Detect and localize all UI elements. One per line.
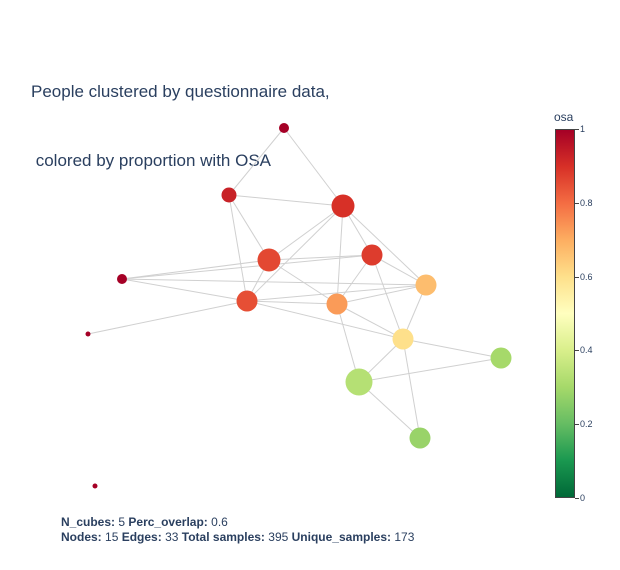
colorbar-tick-mark [575, 129, 579, 130]
graph-edge [246, 284, 427, 302]
graph-edge [246, 300, 404, 340]
graph-node[interactable] [117, 274, 127, 284]
graph-edge [283, 127, 344, 207]
colorbar-tick-label: 0.2 [580, 419, 593, 430]
graph-node[interactable] [331, 194, 355, 218]
graph-edge [121, 259, 270, 280]
graph-node[interactable] [257, 248, 281, 272]
graph-edge [371, 254, 404, 340]
graph-node[interactable] [92, 483, 98, 489]
graph-edge [87, 300, 248, 335]
graph-edge [358, 381, 421, 439]
colorbar-tick-mark [575, 424, 579, 426]
graph-edge [342, 205, 427, 286]
unique-samples-label: Unique_samples: [291, 530, 392, 544]
graph-edge [246, 205, 344, 302]
graph-node[interactable] [279, 123, 289, 133]
nodes-layer [85, 123, 512, 489]
summary-line-2: Nodes: 15 Edges: 33 Total samples: 395 U… [61, 530, 414, 545]
colorbar [555, 129, 575, 498]
graph-summary: N_cubes: 5 Perc_overlap: 0.6 Nodes: 15 E… [61, 515, 414, 545]
graph-edge [268, 205, 344, 261]
graph-node[interactable] [415, 274, 437, 296]
graph-node[interactable] [221, 187, 237, 203]
colorbar-tick-label: 0.4 [580, 345, 593, 356]
colorbar-tick-label: 0.8 [580, 197, 593, 208]
graph-edge [121, 254, 373, 280]
graph-edge [336, 303, 360, 383]
colorbar-tick-mark [575, 498, 579, 499]
colorbar-tick-label: 1 [580, 124, 586, 134]
nodes-value: 15 [105, 530, 119, 544]
colorbar-tick-label: 0.6 [580, 271, 593, 282]
graph-edge [228, 194, 270, 261]
unique-samples-value: 173 [394, 530, 415, 544]
graph-edge [402, 338, 421, 439]
graph-edge [336, 284, 427, 305]
graph-edge [268, 259, 338, 305]
graph-edge [121, 278, 248, 302]
graph-edge [336, 303, 404, 340]
graph-edge [358, 357, 502, 383]
chart-title: People clustered by questionnaire data, … [31, 34, 330, 195]
graph-node[interactable] [361, 244, 383, 266]
graph-node[interactable] [236, 290, 258, 312]
graph-node[interactable] [409, 427, 431, 449]
colorbar-tick-mark [575, 202, 579, 204]
graph-node[interactable] [392, 328, 414, 350]
graph-node[interactable] [345, 368, 373, 396]
total-samples-label: Total samples: [181, 530, 265, 544]
colorbar-tick-mark [575, 276, 579, 278]
colorbar-title: osa [554, 110, 574, 124]
n-cubes-label: N_cubes: [61, 515, 116, 529]
edges-layer [87, 127, 502, 439]
graph-node[interactable] [490, 347, 512, 369]
perc-overlap-value: 0.6 [211, 515, 228, 529]
graph-edge [268, 254, 373, 261]
graph-edge [228, 194, 248, 302]
nodes-label: Nodes: [61, 530, 102, 544]
graph-node[interactable] [326, 293, 348, 315]
chart-title-line-1: People clustered by questionnaire data, [31, 82, 330, 101]
graph-edge [336, 205, 344, 305]
graph-edge [121, 278, 427, 286]
perc-overlap-label: Perc_overlap: [128, 515, 208, 529]
summary-line-1: N_cubes: 5 Perc_overlap: 0.6 [61, 515, 414, 530]
graph-edge [228, 127, 285, 196]
colorbar-tick-label: 0 [580, 493, 586, 503]
graph-node[interactable] [85, 331, 91, 337]
total-samples-value: 395 [268, 530, 289, 544]
edges-value: 33 [165, 530, 179, 544]
edges-label: Edges: [121, 530, 162, 544]
colorbar-tick-mark [575, 350, 579, 352]
n-cubes-value: 5 [118, 515, 126, 529]
graph-edge [402, 338, 502, 359]
graph-edge [246, 300, 338, 305]
chart-title-line-2: colored by proportion with OSA [31, 151, 272, 170]
graph-edge [228, 194, 344, 207]
